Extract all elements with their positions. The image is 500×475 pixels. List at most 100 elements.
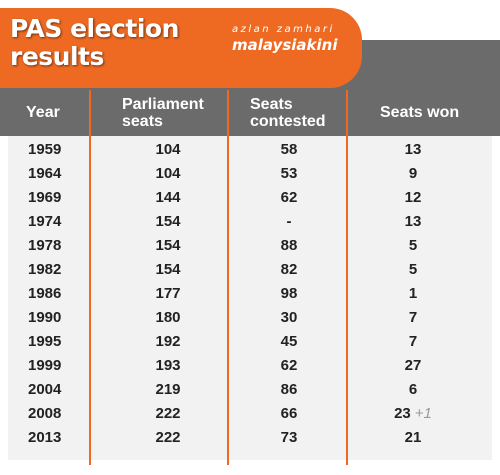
cell-year-value: 1978 bbox=[28, 237, 62, 254]
table-row: 1978 154 88 5 bbox=[8, 234, 492, 258]
cell-seats-contested-value: 58 bbox=[280, 141, 298, 158]
cell-seats-contested-value: 88 bbox=[280, 237, 298, 254]
cell-seats-contested-value: 62 bbox=[280, 357, 298, 374]
cell-seats-contested-value: - bbox=[286, 213, 292, 230]
cell-seats-contested: 82 bbox=[229, 258, 349, 282]
cell-year-value: 1974 bbox=[28, 213, 62, 230]
brand-logo-text: malaysiakini bbox=[232, 36, 338, 54]
table-body bbox=[8, 136, 492, 460]
cell-seats-won-value: 13 bbox=[404, 141, 422, 158]
cell-seats-won-value: 5 bbox=[408, 261, 418, 278]
cell-seats-won: 6 bbox=[348, 378, 478, 402]
cell-seats-won: 13 bbox=[348, 210, 478, 234]
table-row: 1964 104 53 9 bbox=[8, 162, 492, 186]
cell-seats-contested: 45 bbox=[229, 330, 349, 354]
cell-seats-won: 21 bbox=[348, 426, 478, 450]
cell-seats-won: 23 +1 bbox=[348, 402, 478, 426]
cell-year-value: 1969 bbox=[28, 189, 62, 206]
cell-seats-contested: 98 bbox=[229, 282, 349, 306]
cell-seats-contested: - bbox=[229, 210, 349, 234]
title-line-2: results bbox=[10, 42, 104, 71]
cell-year-value: 1995 bbox=[28, 333, 62, 350]
cell-seats-won: 5 bbox=[348, 234, 478, 258]
column-header-seats-won: Seats won bbox=[380, 104, 460, 121]
cell-year: 2008 bbox=[28, 402, 61, 426]
cell-seats-contested-value: 98 bbox=[280, 285, 298, 302]
cell-parliament-seats-value: 104 bbox=[155, 141, 181, 158]
cell-seats-contested-value: 30 bbox=[280, 309, 298, 326]
cell-year: 1959 bbox=[28, 138, 61, 162]
cell-seats-contested-value: 62 bbox=[280, 189, 298, 206]
column-header-parliament-seats: Parliament seats bbox=[122, 96, 204, 130]
cell-seats-won-value: 21 bbox=[404, 429, 422, 446]
cell-parliament-seats-value: 192 bbox=[155, 333, 181, 350]
cell-year: 1974 bbox=[28, 210, 61, 234]
cell-year-value: 1959 bbox=[28, 141, 62, 158]
cell-seats-won-value: 12 bbox=[404, 189, 422, 206]
cell-seats-won-value: 9 bbox=[408, 165, 418, 182]
column-divider-3 bbox=[346, 90, 348, 465]
cell-parliament-seats-value: 222 bbox=[155, 429, 181, 446]
table-row: 2004 219 86 6 bbox=[8, 378, 492, 402]
column-header-parliament-line2: seats bbox=[122, 113, 163, 130]
cell-seats-won: 27 bbox=[348, 354, 478, 378]
cell-seats-contested: 88 bbox=[229, 234, 349, 258]
cell-seats-won: 13 bbox=[348, 138, 478, 162]
cell-parliament-seats-value: 154 bbox=[155, 261, 181, 278]
column-header-contested-line2: contested bbox=[250, 113, 326, 130]
cell-seats-won-value: 23 bbox=[394, 405, 411, 422]
cell-parliament-seats: 144 bbox=[108, 186, 228, 210]
cell-parliament-seats: 154 bbox=[108, 210, 228, 234]
table-row: 1999 193 62 27 bbox=[8, 354, 492, 378]
cell-parliament-seats: 154 bbox=[108, 258, 228, 282]
column-header-contested-line1: Seats bbox=[250, 96, 293, 113]
cell-year: 1964 bbox=[28, 162, 61, 186]
table-row: 1982 154 82 5 bbox=[8, 258, 492, 282]
cell-parliament-seats-value: 104 bbox=[155, 165, 181, 182]
cell-seats-won-value: 6 bbox=[408, 381, 418, 398]
cell-year: 1995 bbox=[28, 330, 61, 354]
cell-parliament-seats: 177 bbox=[108, 282, 228, 306]
cell-seats-won: 9 bbox=[348, 162, 478, 186]
cell-seats-won-value: 5 bbox=[408, 237, 418, 254]
cell-seats-won-extra: +1 bbox=[414, 405, 432, 422]
cell-parliament-seats-value: 144 bbox=[155, 189, 181, 206]
title-line-1: PAS election bbox=[10, 14, 179, 43]
cell-seats-won: 7 bbox=[348, 330, 478, 354]
cell-parliament-seats-value: 193 bbox=[155, 357, 181, 374]
cell-year-value: 1964 bbox=[28, 165, 62, 182]
cell-parliament-seats-value: 154 bbox=[155, 213, 181, 230]
cell-parliament-seats: 222 bbox=[108, 426, 228, 450]
cell-seats-won-value: 1 bbox=[408, 285, 418, 302]
cell-seats-contested: 66 bbox=[229, 402, 349, 426]
cell-year-value: 1982 bbox=[28, 261, 62, 278]
cell-seats-contested: 73 bbox=[229, 426, 349, 450]
cell-parliament-seats: 104 bbox=[108, 138, 228, 162]
cell-seats-won: 1 bbox=[348, 282, 478, 306]
table-row: 1986 177 98 1 bbox=[8, 282, 492, 306]
cell-parliament-seats: 192 bbox=[108, 330, 228, 354]
cell-year-value: 1990 bbox=[28, 309, 62, 326]
table-row: 2008 222 66 23 +1 bbox=[8, 402, 492, 426]
cell-parliament-seats-value: 180 bbox=[155, 309, 181, 326]
cell-parliament-seats: 193 bbox=[108, 354, 228, 378]
table-row: 1974 154 - 13 bbox=[8, 210, 492, 234]
column-divider-2 bbox=[227, 90, 229, 465]
cell-parliament-seats-value: 222 bbox=[155, 405, 181, 422]
cell-seats-won-value: 27 bbox=[404, 357, 422, 374]
column-header-parliament-line1: Parliament bbox=[122, 96, 204, 113]
cell-seats-contested: 58 bbox=[229, 138, 349, 162]
column-header-year: Year bbox=[26, 104, 60, 121]
cell-parliament-seats: 104 bbox=[108, 162, 228, 186]
author-credit: azlan zamhari bbox=[232, 24, 335, 35]
cell-seats-contested-value: 73 bbox=[280, 429, 298, 446]
table-row: 1959 104 58 13 bbox=[8, 138, 492, 162]
table-row: 2013 222 73 21 bbox=[8, 426, 492, 450]
column-divider-1 bbox=[89, 90, 91, 465]
cell-parliament-seats: 154 bbox=[108, 234, 228, 258]
page-title: PAS election results bbox=[10, 15, 179, 71]
table-row: 1969 144 62 12 bbox=[8, 186, 492, 210]
cell-parliament-seats: 219 bbox=[108, 378, 228, 402]
cell-year: 1990 bbox=[28, 306, 61, 330]
